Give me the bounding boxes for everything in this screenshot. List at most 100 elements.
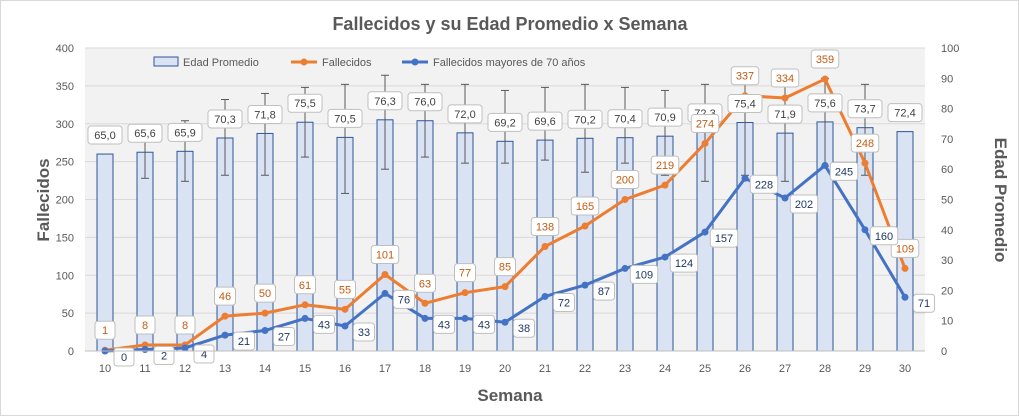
data-label-text: 165 xyxy=(576,201,594,213)
label-fallecidos-mayores-70: 71 xyxy=(913,293,935,313)
data-label-box xyxy=(847,99,883,119)
label-edad-promedio: 75,6 xyxy=(807,93,843,113)
data-label-box xyxy=(313,314,335,334)
point-fallecidos-mayores-70 xyxy=(661,253,669,261)
data-label-box xyxy=(807,93,843,113)
data-label-text: 160 xyxy=(875,231,893,243)
label-fallecidos-mayores-70: 72 xyxy=(553,292,575,312)
data-label-text: 69,2 xyxy=(494,117,515,129)
label-fallecidos: 219 xyxy=(650,155,680,175)
point-fallecidos-mayores-70 xyxy=(861,226,869,234)
data-label-text: 76 xyxy=(398,294,410,306)
data-label-box xyxy=(767,104,803,124)
data-label-text: 124 xyxy=(675,258,693,270)
label-fallecidos: 85 xyxy=(494,257,516,277)
data-label-text: 8 xyxy=(142,320,148,332)
legend-swatch-edad-promedio xyxy=(153,56,179,67)
label-edad-promedio: 70,5 xyxy=(327,108,363,128)
data-label-text: 8 xyxy=(182,320,188,332)
data-label-box xyxy=(433,314,455,334)
label-edad-promedio: 72,4 xyxy=(887,103,923,123)
data-label-box xyxy=(770,68,800,88)
x-tick-label: 20 xyxy=(499,363,511,375)
x-tick-label: 17 xyxy=(379,363,391,375)
label-fallecidos: 109 xyxy=(890,238,920,258)
data-label-box xyxy=(913,293,935,313)
y-right-tick-label: 100 xyxy=(941,43,959,55)
data-label-text: 228 xyxy=(755,179,773,191)
y-right-tick-label: 60 xyxy=(941,164,953,176)
chart-title: Fallecidos y su Edad Promedio x Semana xyxy=(332,14,688,34)
point-fallecidos-mayores-70 xyxy=(781,194,789,202)
data-label-text: 70,5 xyxy=(334,113,355,125)
point-fallecidos-mayores-70 xyxy=(741,174,749,182)
data-label-box xyxy=(593,281,615,301)
point-fallecidos-mayores-70 xyxy=(381,289,389,297)
label-edad-promedio: 70,3 xyxy=(207,109,243,129)
legend-label-edad-promedio: Edad Promedio xyxy=(183,57,259,69)
point-fallecidos-mayores-70 xyxy=(541,292,549,300)
data-label-text: 334 xyxy=(776,73,794,85)
label-edad-promedio: 70,2 xyxy=(567,109,603,129)
point-fallecidos xyxy=(221,312,229,320)
label-edad-promedio: 76,0 xyxy=(407,92,443,112)
data-label-box xyxy=(829,161,859,181)
label-edad-promedio: 70,9 xyxy=(647,107,683,127)
data-label-text: 46 xyxy=(219,291,231,303)
label-fallecidos-mayores-70: 43 xyxy=(313,314,335,334)
label-fallecidos: 46 xyxy=(214,286,236,306)
y-right-tick-label: 30 xyxy=(941,255,953,267)
data-label-text: 71 xyxy=(918,298,930,310)
data-label-box xyxy=(607,109,643,129)
label-fallecidos: 274 xyxy=(690,113,720,133)
legend-label-fallecidos-mayores-70: Fallecidos mayores de 70 años xyxy=(433,57,586,69)
data-label-text: 72,0 xyxy=(454,109,475,121)
data-label-box xyxy=(214,286,236,306)
label-fallecidos-mayores-70: 0 xyxy=(113,347,135,367)
point-fallecidos-mayores-70 xyxy=(581,281,589,289)
label-edad-promedio: 71,9 xyxy=(767,104,803,124)
point-fallecidos-mayores-70 xyxy=(621,264,629,272)
data-label-box xyxy=(850,133,880,153)
label-fallecidos: 8 xyxy=(174,315,196,335)
y-left-tick-label: 150 xyxy=(56,232,74,244)
point-fallecidos xyxy=(461,289,469,297)
point-fallecidos-mayores-70 xyxy=(901,293,909,301)
label-fallecidos: 165 xyxy=(570,196,600,216)
label-fallecidos: 63 xyxy=(414,273,436,293)
data-label-box xyxy=(890,238,920,258)
data-label-text: 75,4 xyxy=(734,99,755,111)
data-label-box xyxy=(810,49,840,69)
data-label-box xyxy=(207,109,243,129)
x-tick-label: 15 xyxy=(299,363,311,375)
data-label-box xyxy=(749,174,779,194)
y-axis-right-title: Edad Promedio xyxy=(991,138,1010,263)
point-fallecidos-mayores-70 xyxy=(261,327,269,335)
data-label-box xyxy=(370,244,400,264)
point-fallecidos xyxy=(421,299,429,307)
x-tick-label: 23 xyxy=(619,363,631,375)
label-fallecidos: 334 xyxy=(770,68,800,88)
x-tick-label: 28 xyxy=(819,363,831,375)
data-label-text: 43 xyxy=(478,319,490,331)
data-label-box xyxy=(709,228,739,248)
label-edad-promedio: 75,5 xyxy=(287,93,323,113)
data-label-text: 101 xyxy=(376,249,394,261)
data-labels: 65,0 65,6 65,9 70,3 71,8 75,5 70,5 76,3 76,0 72,0… xyxy=(87,49,935,367)
point-fallecidos xyxy=(861,159,869,167)
data-label-text: 75,5 xyxy=(294,98,315,110)
data-label-text: 73,7 xyxy=(854,104,875,116)
label-fallecidos: 200 xyxy=(610,170,640,189)
x-axis-title: Semana xyxy=(477,386,543,405)
point-fallecidos xyxy=(821,75,829,83)
label-fallecidos-mayores-70: 21 xyxy=(233,331,255,351)
y-left-tick-label: 0 xyxy=(68,346,74,358)
data-label-text: 21 xyxy=(238,336,250,348)
data-label-text: 65,9 xyxy=(174,127,195,139)
data-label-box xyxy=(513,318,535,338)
label-fallecidos: 77 xyxy=(454,263,476,283)
data-label-box xyxy=(650,155,680,175)
data-label-box xyxy=(690,113,720,133)
bar-edad-promedio xyxy=(616,137,634,352)
x-tick-label: 26 xyxy=(739,363,751,375)
